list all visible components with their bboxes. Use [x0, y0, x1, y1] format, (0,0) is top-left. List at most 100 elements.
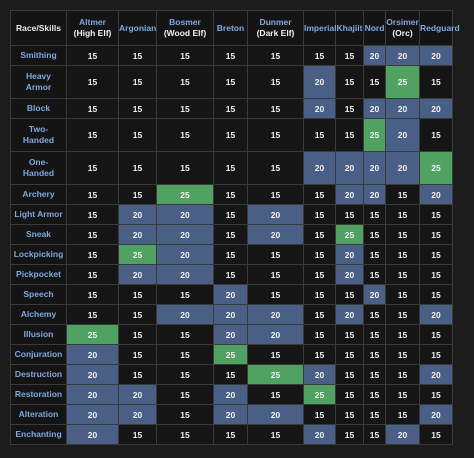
skill-name: Sneak — [10, 224, 67, 245]
race-skills-table: Race/Skills Altmer (High Elf) Argonian Bosm… — [10, 10, 460, 445]
skill-value-cell: 20 — [303, 98, 336, 119]
skill-value-cell: 15 — [66, 45, 119, 66]
skill-value-cell: 15 — [66, 118, 119, 152]
table-row: Smithing 15 15 15 15 15 15 15 20 20 20 — [10, 45, 453, 66]
race-header: Redguard — [419, 10, 460, 46]
skill-value-cell: 20 — [335, 151, 364, 185]
skill-value-cell: 15 — [213, 118, 248, 152]
skill-value-cell: 15 — [66, 224, 119, 245]
skill-value-cell: 15 — [213, 244, 248, 265]
table-row: Alchemy 15 15 20 20 20 15 20 15 15 20 — [10, 304, 453, 325]
skill-value-cell: 15 — [335, 424, 364, 445]
table-row: Lockpicking 15 25 20 15 15 15 20 15 15 15 — [10, 244, 453, 265]
skill-value-cell: 20 — [118, 224, 157, 245]
table-row: Light Armor 15 20 20 15 20 15 15 15 15 15 — [10, 204, 453, 225]
skill-value-cell: 15 — [118, 184, 157, 205]
race-name: Altmer — [79, 17, 106, 27]
skill-value-cell: 25 — [156, 184, 214, 205]
skill-value-cell: 15 — [363, 304, 386, 325]
race-alias: (High Elf) — [73, 28, 112, 38]
skill-value-cell: 15 — [363, 364, 386, 385]
skill-value-cell: 15 — [156, 118, 214, 152]
skill-value-cell: 15 — [66, 151, 119, 185]
skill-label: Speech — [23, 289, 54, 299]
skill-value-cell: 20 — [303, 364, 336, 385]
skill-value-cell: 15 — [66, 244, 119, 265]
race-name: Argonian — [119, 22, 157, 33]
skill-value-cell: 15 — [66, 264, 119, 285]
skill-value-cell: 15 — [303, 404, 336, 425]
skill-value-cell: 20 — [419, 364, 453, 385]
skill-label: Block — [26, 103, 51, 113]
skill-label: Alteration — [18, 409, 59, 419]
skill-value-cell: 15 — [385, 404, 420, 425]
skill-name: One- Handed — [10, 151, 67, 185]
table-body: Smithing 15 15 15 15 15 15 15 20 20 20 Heavy Armor 15… — [10, 45, 453, 445]
skill-value-cell: 15 — [419, 284, 453, 305]
skill-value-cell: 15 — [385, 184, 420, 205]
skill-value-cell: 15 — [335, 324, 364, 345]
table-row: Destruction 20 15 15 15 25 20 15 15 15 20 — [10, 364, 453, 385]
table-row: Pickpocket 15 20 20 15 15 15 20 15 15 15 — [10, 264, 453, 285]
table-row: Sneak 15 20 20 15 20 15 25 15 15 15 — [10, 224, 453, 245]
table-row: Speech 15 15 15 20 15 15 15 20 15 15 — [10, 284, 453, 305]
skill-label-line2: Armor — [25, 82, 52, 92]
skill-value-cell: 25 — [303, 384, 336, 405]
skill-label: Heavy — [25, 71, 52, 81]
table-row: Enchanting 20 15 15 15 15 20 15 15 20 15 — [10, 424, 453, 445]
skill-label-line2: Handed — [22, 135, 55, 145]
skill-value-cell: 20 — [419, 404, 453, 425]
race-name: Imperial — [304, 22, 337, 33]
skill-value-cell: 20 — [385, 45, 420, 66]
skill-value-cell: 20 — [247, 224, 304, 245]
skill-value-cell: 20 — [247, 204, 304, 225]
skill-value-cell: 20 — [247, 404, 304, 425]
skill-value-cell: 15 — [247, 65, 304, 99]
skill-label: One- — [28, 157, 49, 167]
skill-value-cell: 15 — [247, 244, 304, 265]
skill-value-cell: 15 — [303, 284, 336, 305]
skill-value-cell: 15 — [335, 404, 364, 425]
skill-value-cell: 15 — [303, 264, 336, 285]
skill-value-cell: 20 — [419, 98, 453, 119]
skill-name: Block — [10, 98, 67, 119]
skill-value-cell: 15 — [156, 65, 214, 99]
skill-label: Smithing — [20, 50, 57, 60]
table-row: Archery 15 15 25 15 15 15 20 20 15 20 — [10, 184, 453, 205]
race-name: Bosmer — [169, 17, 201, 27]
skill-value-cell: 15 — [156, 284, 214, 305]
skill-value-cell: 15 — [303, 244, 336, 265]
skill-value-cell: 15 — [247, 151, 304, 185]
skill-name: Restoration — [10, 384, 67, 405]
skill-value-cell: 20 — [66, 364, 119, 385]
skill-value-cell: 15 — [335, 364, 364, 385]
skill-value-cell: 20 — [213, 404, 248, 425]
skill-value-cell: 15 — [156, 45, 214, 66]
skill-label-line2: Handed — [22, 168, 55, 178]
skill-value-cell: 20 — [118, 384, 157, 405]
table-row: Heavy Armor 15 15 15 15 15 20 15 15 25 15 — [10, 65, 453, 99]
skill-value-cell: 15 — [66, 284, 119, 305]
skill-value-cell: 20 — [156, 204, 214, 225]
skill-value-cell: 15 — [363, 244, 386, 265]
skill-value-cell: 20 — [213, 324, 248, 345]
skill-value-cell: 15 — [118, 98, 157, 119]
skill-value-cell: 20 — [66, 384, 119, 405]
skill-value-cell: 15 — [419, 204, 453, 225]
skill-value-cell: 15 — [335, 344, 364, 365]
skill-value-cell: 20 — [66, 424, 119, 445]
skill-value-cell: 15 — [335, 204, 364, 225]
skill-value-cell: 20 — [118, 204, 157, 225]
skill-value-cell: 15 — [363, 344, 386, 365]
skill-value-cell: 15 — [118, 324, 157, 345]
skill-value-cell: 15 — [247, 118, 304, 152]
skill-value-cell: 25 — [385, 65, 420, 99]
skill-value-cell: 15 — [118, 118, 157, 152]
race-header: Orsimer (Orc) — [385, 10, 420, 46]
skill-value-cell: 15 — [419, 224, 453, 245]
skill-value-cell: 15 — [363, 264, 386, 285]
skill-value-cell: 25 — [419, 151, 453, 185]
skill-value-cell: 15 — [303, 324, 336, 345]
skill-name: Illusion — [10, 324, 67, 345]
skill-label: Restoration — [14, 389, 63, 399]
